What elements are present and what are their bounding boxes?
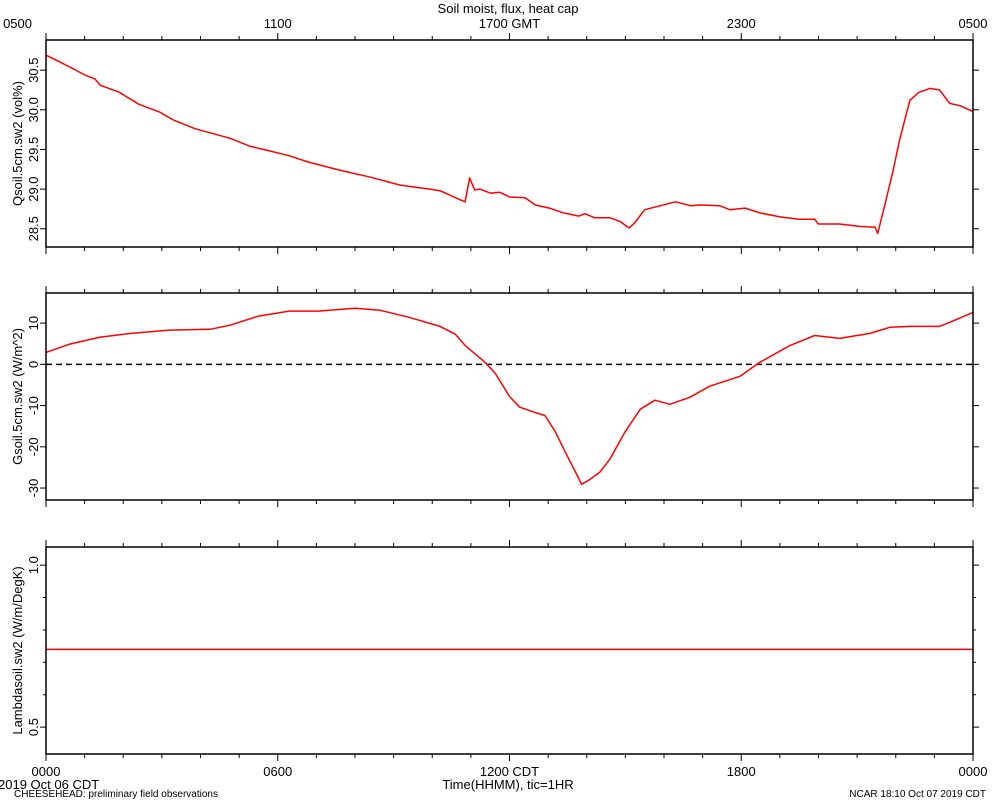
y-tick-label: 29.0 <box>26 176 41 201</box>
x-tick-label-top: 2300 <box>727 16 756 31</box>
y-tick-label: 30.5 <box>26 57 41 82</box>
y-tick-label: -30 <box>26 479 41 498</box>
x-axis-label: Time(HHMM), tic=1HR <box>442 777 573 792</box>
x-tick-label-top: 0500 <box>3 16 32 31</box>
x-tick-label-top: 1700 GMT <box>479 16 540 31</box>
y-tick-label: 30.0 <box>26 97 41 122</box>
x-tick-label-top: 1100 <box>264 16 292 31</box>
y-tick-label: 0 <box>26 361 41 368</box>
x-tick-label-top: 0500 <box>959 16 988 31</box>
x-tick-label: 1800 <box>727 764 756 779</box>
y-tick-label: -10 <box>26 396 41 415</box>
y-tick-label: -20 <box>26 437 41 456</box>
y-axis-label-soil-moisture: Qsoil.5cm.sw2 (vol%) <box>10 81 25 206</box>
y-tick-label: 0.5 <box>26 718 41 736</box>
timestamp-label: NCAR 18:10 Oct 07 2019 CDT <box>849 789 986 800</box>
project-label: CHEESEHEAD: preliminary field observatio… <box>14 789 218 800</box>
x-tick-label: 0600 <box>263 764 292 779</box>
x-tick-label: 0000 <box>959 764 988 779</box>
y-axis-label-soil-heat-flux: Gsoil.5cm.sw2 (W/m^2) <box>10 328 25 465</box>
y-tick-label: 10 <box>26 316 41 330</box>
y-axis-label-thermal-conductivity: Lambdasoil.sw2 (W/m/DegK) <box>10 566 25 734</box>
chart-title: Soil moist, flux, heat cap <box>438 1 579 16</box>
y-tick-label: 1.0 <box>26 556 41 574</box>
y-tick-label: 28.5 <box>26 216 41 241</box>
y-tick-label: 29.5 <box>26 137 41 162</box>
